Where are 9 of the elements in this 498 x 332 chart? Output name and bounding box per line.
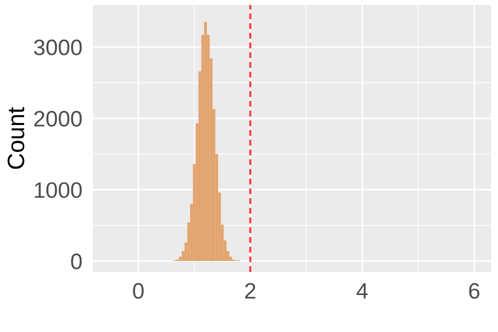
x-tick-label: 2 xyxy=(245,283,256,299)
y-tick-label: 0 xyxy=(71,254,82,270)
y-tick-label: 1000 xyxy=(34,182,82,198)
x-tick-label: 0 xyxy=(133,283,144,299)
x-tick-label: 4 xyxy=(356,283,368,299)
y-tick-label: 2000 xyxy=(34,110,82,127)
y-axis-title: Count xyxy=(8,107,24,169)
y-tick-label: 3000 xyxy=(34,40,82,56)
x-tick-label: 6 xyxy=(469,283,480,299)
